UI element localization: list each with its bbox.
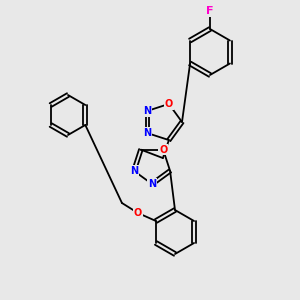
Text: O: O xyxy=(134,208,142,218)
Text: N: N xyxy=(130,166,138,176)
Text: F: F xyxy=(206,6,214,16)
Text: N: N xyxy=(144,128,152,138)
Text: N: N xyxy=(148,179,156,189)
Text: N: N xyxy=(144,106,152,116)
Text: O: O xyxy=(165,99,173,109)
Text: O: O xyxy=(159,145,167,154)
